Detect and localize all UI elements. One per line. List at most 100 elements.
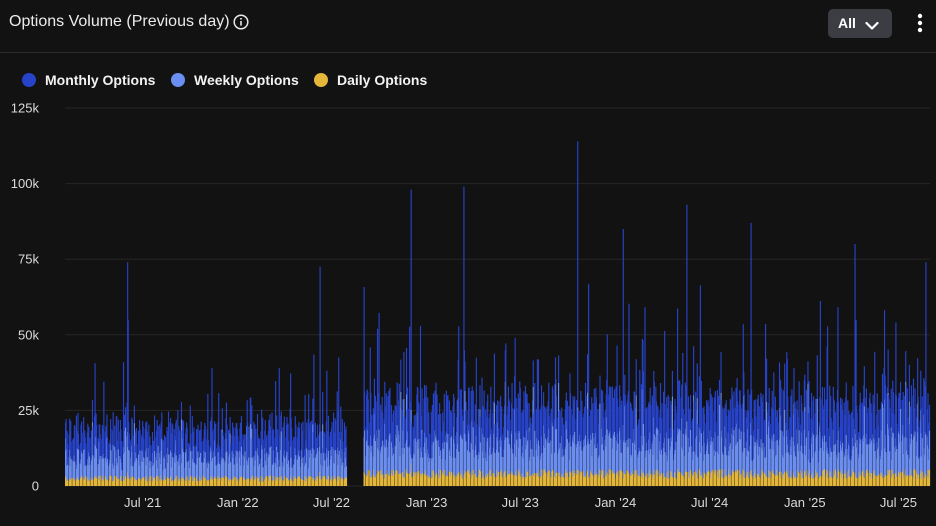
bar-monthly — [837, 307, 839, 458]
bar-monthly — [91, 400, 94, 423]
bar-monthly — [693, 401, 695, 452]
bar-weekly — [204, 452, 206, 478]
bar-monthly — [927, 393, 929, 446]
bar-monthly — [345, 446, 348, 467]
bar-daily — [269, 475, 272, 486]
bar-weekly — [878, 437, 880, 475]
bar-weekly — [172, 457, 174, 481]
bar-monthly — [776, 410, 779, 441]
bar-weekly — [711, 441, 713, 470]
bar-monthly — [681, 384, 683, 419]
bar-daily — [545, 472, 547, 486]
info-icon[interactable] — [233, 14, 249, 35]
bar-daily — [298, 476, 300, 486]
bar-weekly — [776, 440, 779, 475]
bar-weekly — [787, 452, 789, 478]
bar-daily — [291, 480, 293, 486]
bar-monthly — [382, 412, 384, 441]
bar-monthly — [237, 435, 239, 452]
bar-monthly — [920, 370, 922, 411]
bar-monthly — [182, 421, 185, 453]
bar-daily — [624, 474, 626, 486]
bar-daily — [715, 469, 717, 486]
x-tick-label: Jul '23 — [502, 495, 539, 510]
bar-weekly — [584, 435, 587, 477]
bar-weekly — [465, 441, 467, 472]
bar-monthly — [94, 363, 96, 458]
bar-monthly — [436, 394, 438, 441]
bar-monthly — [903, 395, 905, 438]
bar-monthly — [201, 441, 203, 463]
bar-monthly — [207, 393, 209, 468]
bar-monthly — [718, 379, 721, 405]
bar-monthly — [871, 412, 873, 441]
bar-monthly — [284, 436, 286, 458]
bar-daily — [791, 478, 793, 486]
bar-weekly — [121, 470, 123, 481]
bar-monthly — [363, 286, 365, 438]
bar-monthly — [798, 381, 800, 431]
bar-monthly — [273, 437, 275, 463]
bar-weekly — [910, 433, 913, 476]
bar-daily — [378, 471, 380, 486]
bar-monthly — [823, 387, 826, 436]
bar-monthly — [410, 189, 412, 410]
bar-daily — [425, 475, 427, 486]
bar-monthly — [125, 407, 127, 428]
bar-daily — [143, 477, 145, 486]
bar-monthly — [874, 428, 876, 452]
bar-weekly — [679, 429, 681, 472]
bar-daily — [907, 475, 909, 486]
bar-daily — [432, 470, 434, 486]
bar-monthly — [275, 381, 277, 464]
bar-monthly — [246, 400, 248, 427]
bar-weekly — [440, 450, 442, 471]
bar-daily — [650, 474, 652, 486]
bar-monthly — [548, 382, 550, 429]
bar-weekly — [88, 456, 90, 481]
bar-monthly — [743, 372, 745, 396]
bar-monthly — [481, 377, 483, 428]
bar-weekly — [617, 443, 619, 472]
bar-weekly — [291, 467, 293, 481]
bar-daily — [809, 478, 811, 486]
bar-monthly — [622, 228, 624, 425]
bar-monthly — [895, 395, 898, 446]
bar-monthly — [392, 410, 395, 454]
bar-weekly — [197, 451, 199, 482]
bar-daily — [96, 477, 98, 486]
bar-daily — [588, 476, 590, 486]
bar-daily — [266, 476, 268, 486]
chart-bars — [65, 141, 931, 486]
bar-monthly — [657, 406, 659, 430]
bar-weekly — [892, 433, 894, 474]
bar-daily — [396, 470, 398, 486]
bar-weekly — [186, 461, 188, 477]
bar-monthly — [316, 424, 319, 448]
bar-daily — [121, 480, 123, 486]
bar-weekly — [831, 452, 833, 478]
bar-daily — [164, 479, 166, 486]
bar-monthly — [376, 328, 379, 449]
more-menu-button[interactable] — [911, 12, 929, 36]
bar-monthly — [471, 386, 473, 421]
bar-monthly — [584, 382, 587, 436]
bar-weekly — [306, 448, 308, 479]
range-select[interactable]: All — [828, 9, 892, 38]
bar-daily — [179, 478, 181, 486]
bar-monthly — [704, 423, 706, 455]
bar-weekly — [128, 450, 130, 479]
bar-monthly — [309, 421, 311, 450]
bar-monthly — [419, 325, 422, 458]
bar-daily — [816, 472, 818, 486]
bar-monthly — [910, 385, 913, 434]
bar-monthly — [577, 409, 579, 442]
bar-monthly — [248, 426, 250, 458]
bar-daily — [755, 477, 757, 486]
y-axis: 0 25k 50k 75k 100k 125k — [11, 101, 40, 494]
bar-daily — [429, 476, 431, 486]
bar-monthly — [899, 381, 902, 409]
bar-daily — [382, 474, 384, 486]
bar-monthly — [114, 425, 116, 447]
bar-monthly — [172, 424, 174, 458]
